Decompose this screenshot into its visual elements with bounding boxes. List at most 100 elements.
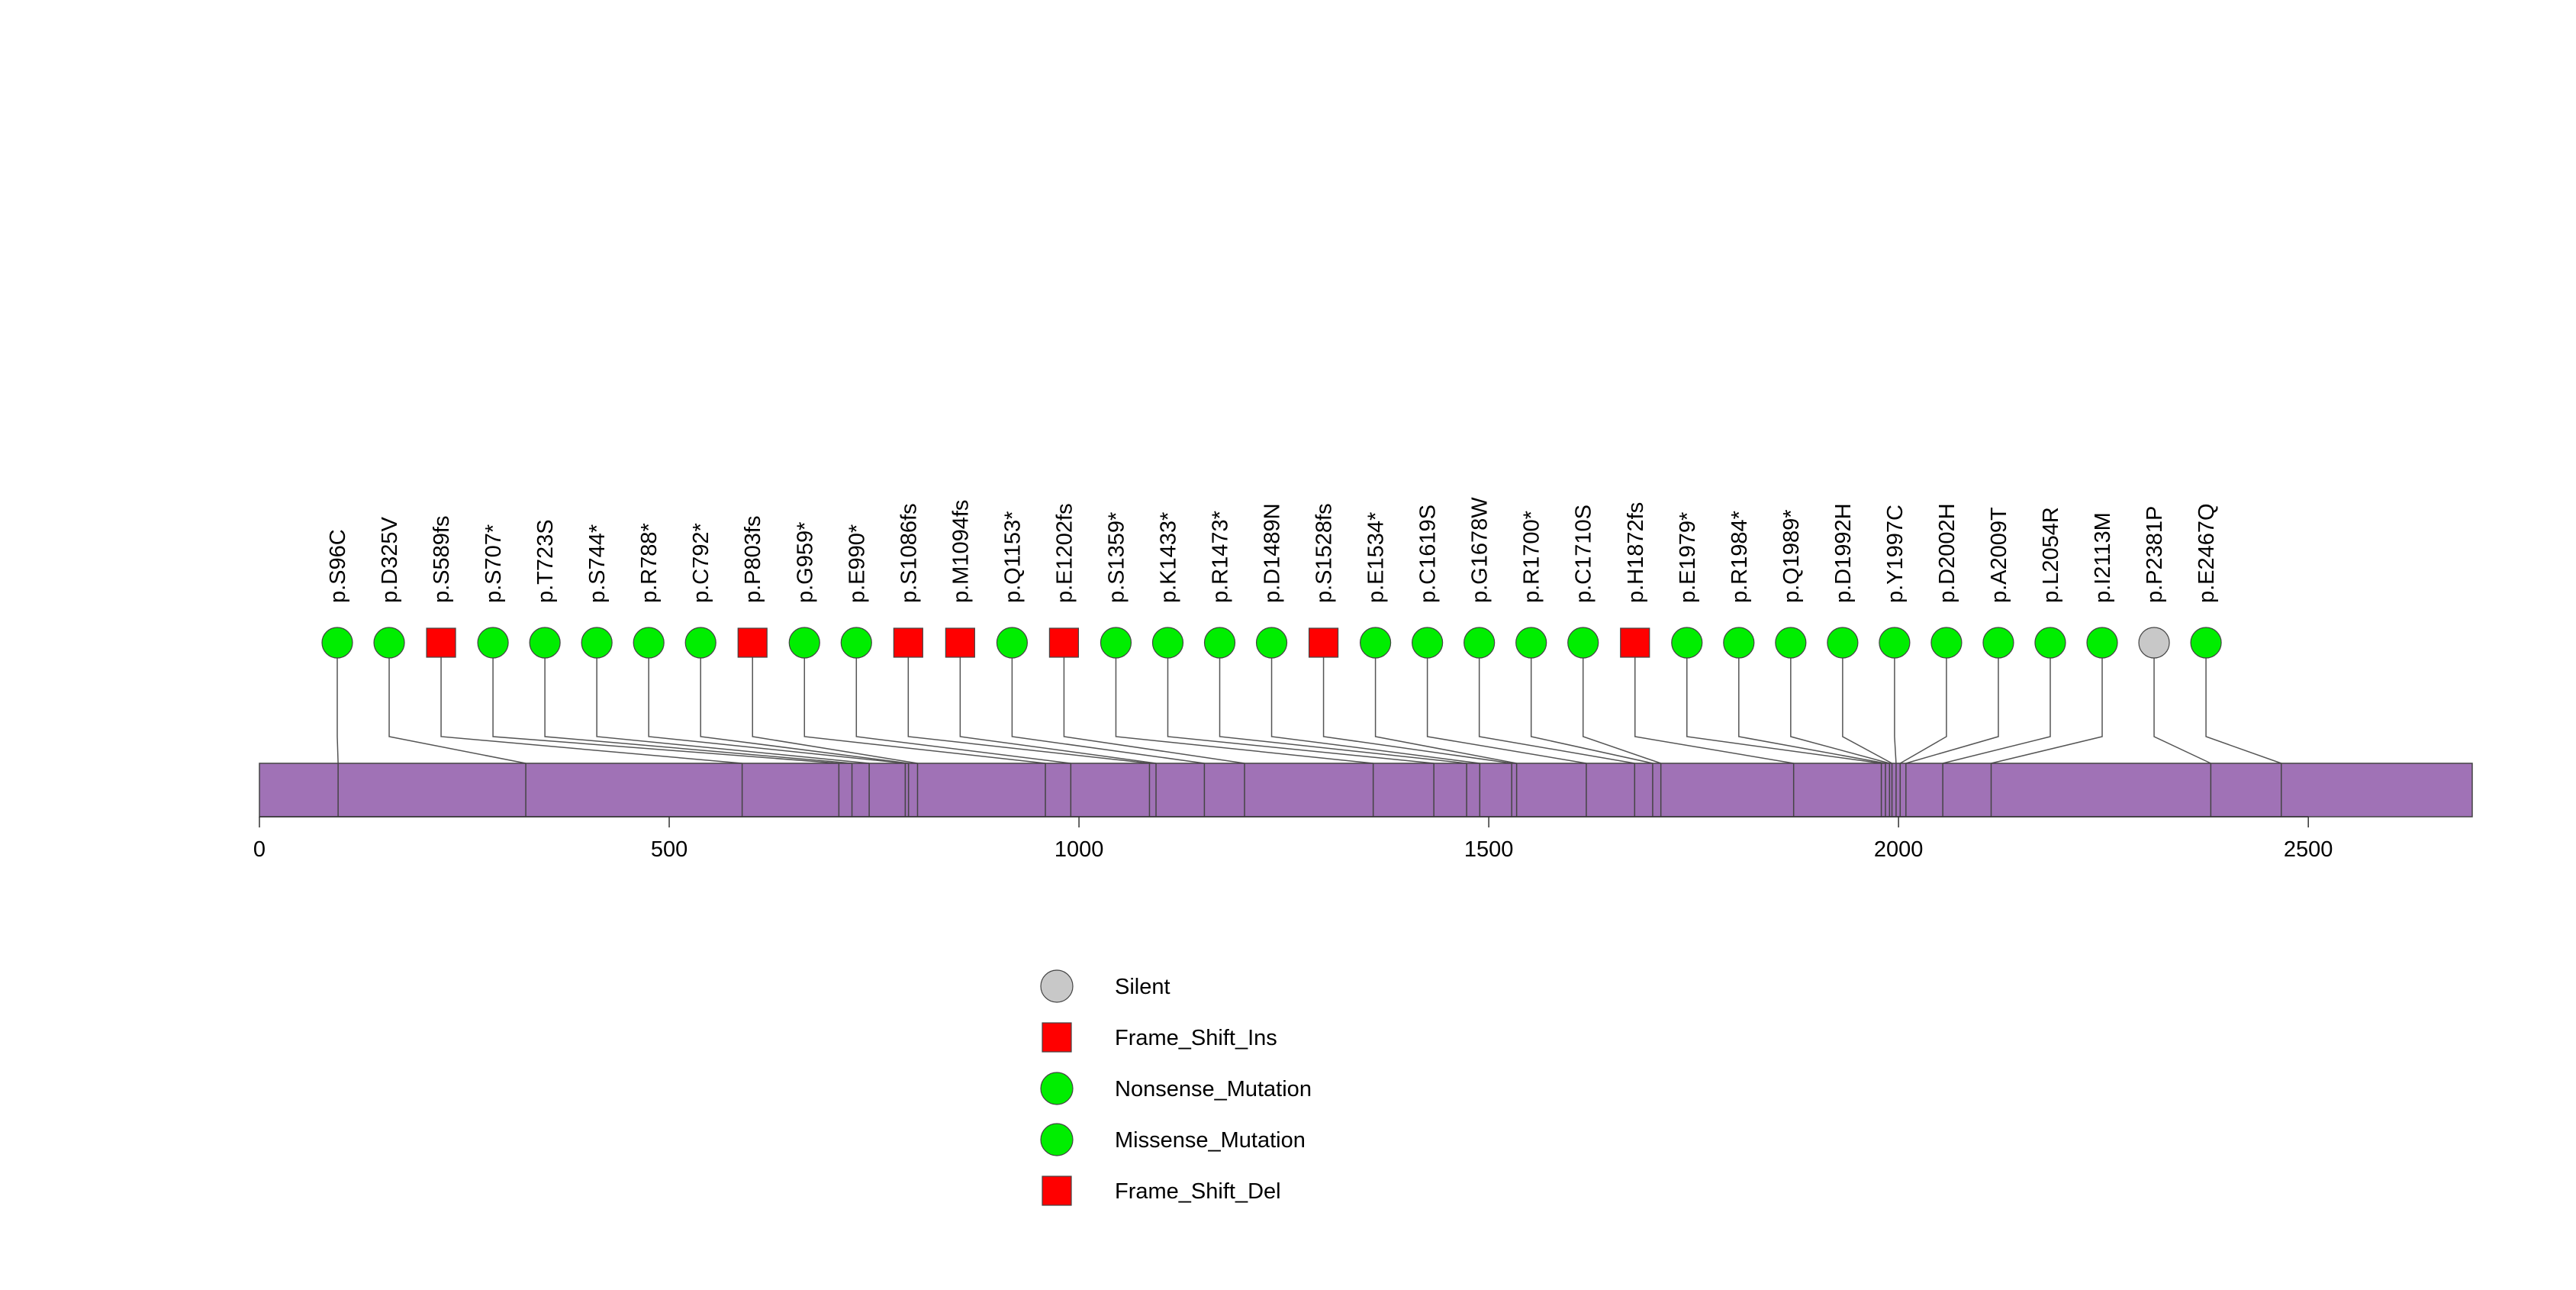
mutation-connector (1478, 643, 1635, 764)
mutation-label: p.C792* (689, 523, 713, 603)
mutation-labels: p.S96C p.D325V p.S589fs p.S707* p.T723S p.S74… (326, 497, 2219, 603)
mutation-marker-circle (1827, 627, 1859, 659)
mutation-connector (1942, 643, 2051, 764)
mutation-label: p.C1619S (1416, 505, 1441, 603)
x-tick-label: 1500 (1464, 837, 1514, 862)
mutation-marker-circle (1723, 627, 1755, 659)
mutation-marker-square (1620, 627, 1650, 658)
mutation-label: p.D2002H (1935, 503, 1959, 603)
mutation-marker-circle (1567, 627, 1599, 659)
x-tick-label: 1000 (1055, 837, 1104, 862)
mutation-label: p.A2009T (1987, 507, 2011, 603)
mutation-marker-circle (529, 627, 561, 659)
mutation-marker-circle (633, 627, 665, 659)
mutation-connector (1530, 643, 1653, 764)
protein-domain-bar (259, 763, 2473, 818)
mutation-marker-circle (1982, 627, 2014, 659)
mutation-label: p.S96C (326, 529, 350, 603)
mutation-marker-circle (477, 627, 509, 659)
mutation-connector (1374, 643, 1517, 764)
legend-swatch-square (1042, 1176, 1072, 1206)
legend-swatch-circle (1040, 969, 1074, 1003)
mutation-connector (1063, 643, 1245, 764)
mutation-label: p.T723S (533, 519, 558, 603)
mutation-label: p.S1359* (1104, 512, 1129, 603)
mutation-marker-circle (840, 627, 872, 659)
mutation-connector (388, 643, 526, 764)
mutation-marker-circle (996, 627, 1028, 659)
mutation-label: p.R788* (637, 523, 662, 603)
x-tick-label: 2500 (2284, 837, 2333, 862)
legend-label: Frame_Shift_Ins (1115, 1026, 1277, 1050)
mutation-marker-circle (1930, 627, 1963, 659)
mutation-marker-circle (2086, 627, 2118, 659)
mutation-marker-circle (1151, 627, 1184, 659)
mutation-marker-square (945, 627, 975, 658)
mutation-connector (700, 643, 909, 764)
mutation-marker-circle (788, 627, 820, 659)
mutation-marker-square (1308, 627, 1339, 658)
mutation-label: p.R1984* (1728, 511, 1752, 603)
mutation-marker-circle (1359, 627, 1392, 659)
mutation-connector (336, 643, 339, 764)
mutation-marker-square (426, 627, 456, 658)
legend-label: Nonsense_Mutation (1115, 1077, 1312, 1101)
mutation-label: p.I2113M (2091, 512, 2115, 603)
mutation-label: p.D1489N (1261, 503, 1285, 603)
mutation-connector (1738, 643, 1886, 764)
mutation-label: p.S744* (585, 524, 610, 603)
mutation-label: p.P803fs (741, 516, 765, 603)
mutation-connector (1790, 643, 1890, 764)
mutation-connector (2205, 643, 2281, 764)
mutation-connector (1426, 643, 1587, 764)
mutation-label: p.C1710S (1572, 505, 1596, 603)
mutation-connector (1894, 643, 1897, 764)
mutation-connector (1905, 643, 1999, 764)
mutation-marker-circle (581, 627, 613, 659)
legend-swatch-circle (1040, 1072, 1074, 1105)
mutation-label: p.Y1997C (1883, 505, 1908, 603)
mutation-connector (1115, 643, 1373, 764)
mutation-markers (321, 627, 2222, 659)
mutation-connector (1634, 643, 1794, 764)
x-tick-label: 0 (253, 837, 266, 862)
bar-stems (337, 763, 2282, 817)
legend: Silent Frame_Shift_Ins Nonsense_Mutation Mi… (1040, 969, 1312, 1206)
mutation-connector (1842, 643, 1892, 764)
mutation-marker-circle (2034, 627, 2066, 659)
mutation-label: p.S707* (481, 524, 506, 603)
mutation-marker-circle (1412, 627, 1444, 659)
mutation-marker-circle (1203, 627, 1236, 659)
mutation-connector (492, 643, 839, 764)
mutation-label: p.R1473* (1209, 511, 1233, 603)
legend-label: Missense_Mutation (1115, 1128, 1306, 1153)
mutation-marker-circle (1100, 627, 1132, 659)
mutation-label: p.L2054R (2039, 507, 2063, 603)
mutation-marker-circle (373, 627, 405, 659)
mutation-label: p.S1086fs (897, 503, 921, 603)
mutation-marker-circle (1671, 627, 1703, 659)
mutation-marker-circle (321, 627, 353, 659)
mutation-label: p.R1700* (1520, 511, 1544, 603)
mutation-label: p.H1872fs (1624, 502, 1648, 603)
mutation-connector (544, 643, 852, 764)
mutation-label: p.E990* (845, 524, 869, 603)
mutation-label: p.D1992H (1831, 503, 1856, 603)
mutation-connector (1686, 643, 1882, 764)
x-tick-label: 500 (651, 837, 687, 862)
mutation-label: p.D325V (378, 516, 402, 603)
mutation-connector (1167, 643, 1435, 764)
mutation-marker-circle (1463, 627, 1496, 659)
legend-label: Frame_Shift_Del (1115, 1179, 1281, 1204)
mutation-marker-circle (2190, 627, 2222, 659)
mutation-connector (1899, 643, 1947, 764)
mutation-marker-circle (2138, 627, 2170, 659)
x-tick-label: 2000 (1874, 837, 1924, 862)
mutation-label: p.Q1153* (1000, 511, 1025, 603)
mutation-connector (1991, 643, 2103, 764)
mutation-connector (440, 643, 742, 764)
x-axis: 0 500 1000 1500 2000 2500 (253, 816, 2333, 862)
mutation-label: p.G959* (793, 522, 817, 603)
mutation-connector (1270, 643, 1480, 764)
